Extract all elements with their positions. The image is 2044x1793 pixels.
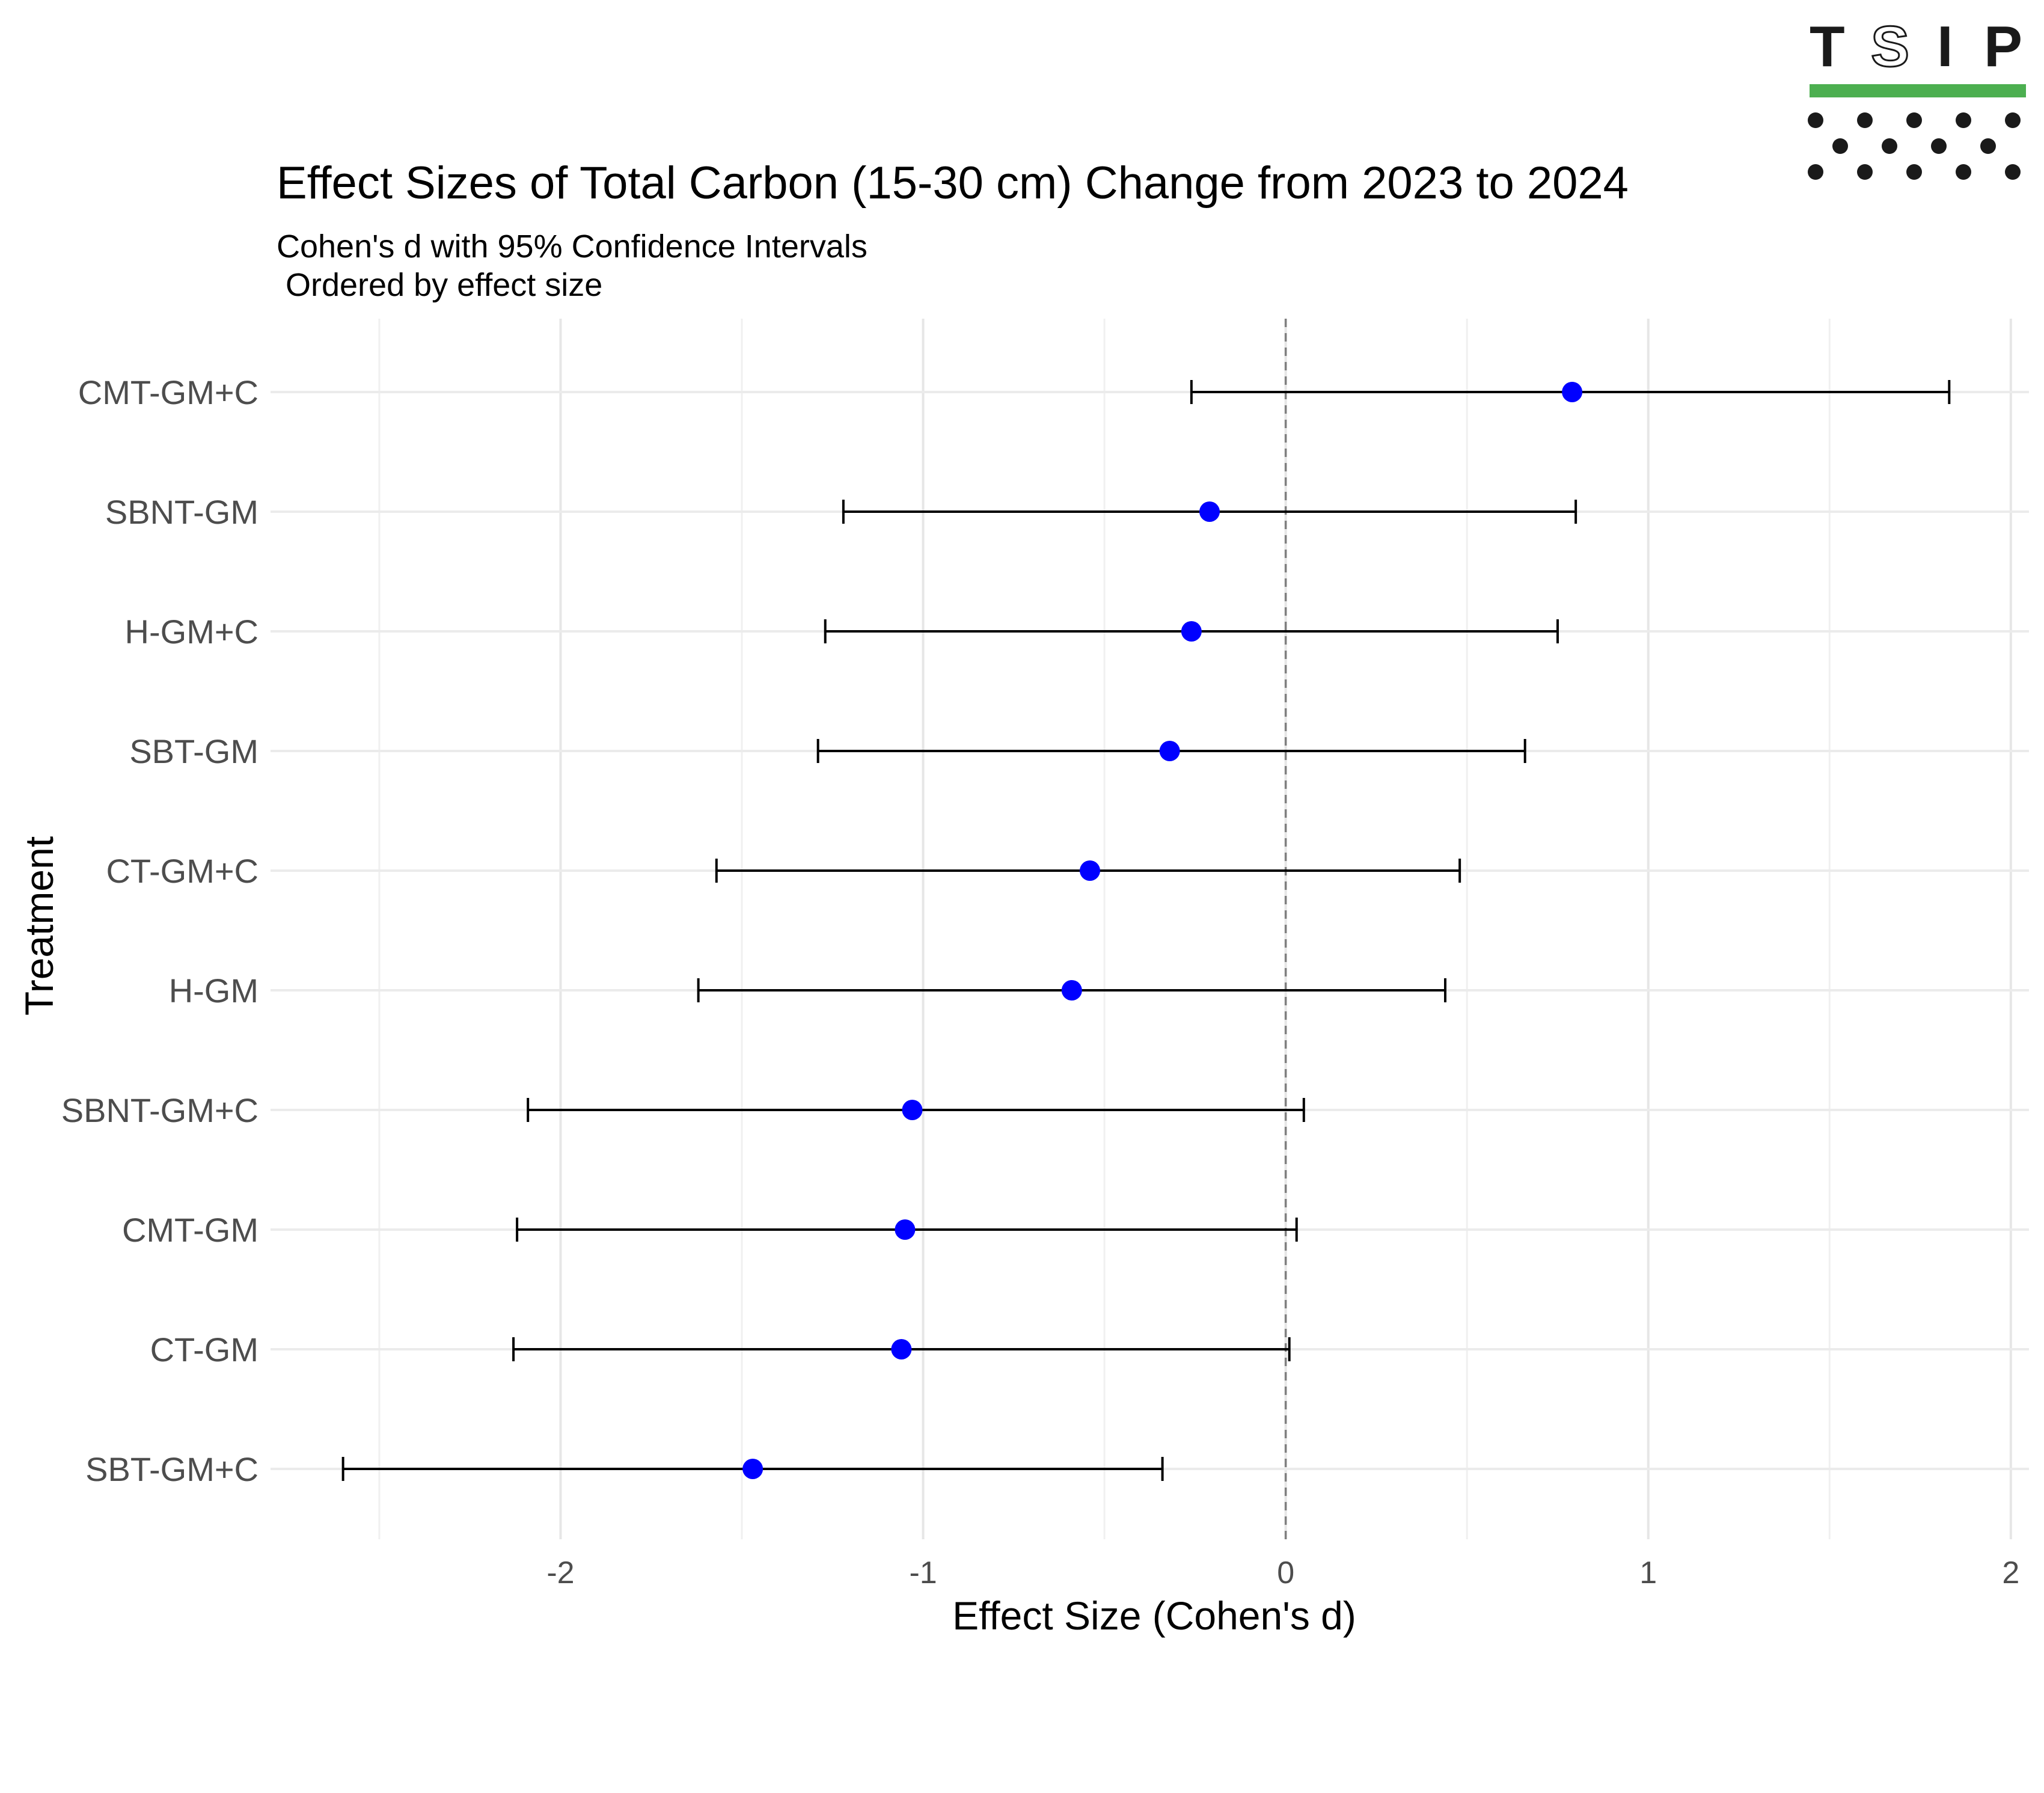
logo-dot [2005, 112, 2021, 128]
y-tick-label: SBNT-GM [105, 493, 259, 531]
logo-dot [1956, 112, 1971, 128]
logo-dot [1808, 112, 1823, 128]
x-tick-label: 0 [1277, 1555, 1294, 1590]
logo-dot [1931, 138, 1947, 154]
y-tick-label: H-GM+C [125, 613, 259, 651]
effect-point [1199, 501, 1220, 522]
effect-point [1159, 741, 1180, 761]
tsip-logo: T S I P [1804, 11, 2032, 83]
effect-point [1061, 980, 1082, 1001]
logo-letter-p: P [1984, 14, 2023, 79]
logo-green-bar [1810, 84, 2026, 97]
logo-dot-pattern [1808, 112, 2021, 180]
logo-letter-s: S [1870, 14, 1910, 80]
effect-point [1181, 621, 1202, 642]
x-tick-label: 1 [1639, 1555, 1657, 1590]
effect-point [742, 1459, 763, 1479]
effect-points [742, 382, 1583, 1479]
logo-dot [1906, 164, 1922, 180]
y-tick-label: CT-GM [150, 1331, 259, 1369]
y-tick-label: CMT-GM+C [78, 373, 259, 411]
y-tick-labels: CMT-GM+C SBNT-GM H-GM+C SBT-GM CT-GM+C H-GM SB… [61, 373, 259, 1488]
y-tick-label: SBNT-GM+C [61, 1091, 259, 1129]
y-tick-label: H-GM [169, 972, 259, 1010]
effect-point [895, 1219, 916, 1240]
x-tick-label: 2 [2002, 1555, 2019, 1590]
logo-dot [1906, 112, 1922, 128]
logo-dot [1857, 164, 1873, 180]
x-axis-label: Effect Size (Cohen's d) [952, 1593, 1356, 1638]
logo-dot [1980, 138, 1996, 154]
logo-dot [2005, 164, 2021, 180]
effect-point [902, 1100, 923, 1120]
effect-point [891, 1339, 912, 1359]
x-tick-label: -1 [909, 1555, 937, 1590]
x-tick-label: -2 [546, 1555, 574, 1590]
chart-subtitle-line-2: Ordered by effect size [277, 267, 602, 303]
logo-letter-t: T [1810, 14, 1845, 79]
effect-point [1079, 860, 1100, 881]
y-tick-label: SBT-GM+C [85, 1450, 259, 1488]
y-axis-label: Treatment [17, 836, 61, 1016]
logo-dot [1832, 138, 1848, 154]
chart-subtitle-line-1: Cohen's d with 95% Confidence Intervals [277, 228, 867, 265]
chart-title: Effect Sizes of Total Carbon (15-30 cm) … [277, 158, 1629, 209]
y-tick-label: CT-GM+C [106, 852, 259, 890]
effect-point [1562, 382, 1583, 402]
logo-dot [1808, 164, 1823, 180]
logo-letter-i: I [1937, 14, 1953, 79]
y-tick-label: CMT-GM [122, 1211, 259, 1249]
logo-dot [1857, 112, 1873, 128]
logo-dot [1956, 164, 1971, 180]
logo-dot [1882, 138, 1897, 154]
x-tick-labels: -2 -1 0 1 2 [546, 1555, 2019, 1590]
y-tick-label: SBT-GM [129, 732, 259, 770]
